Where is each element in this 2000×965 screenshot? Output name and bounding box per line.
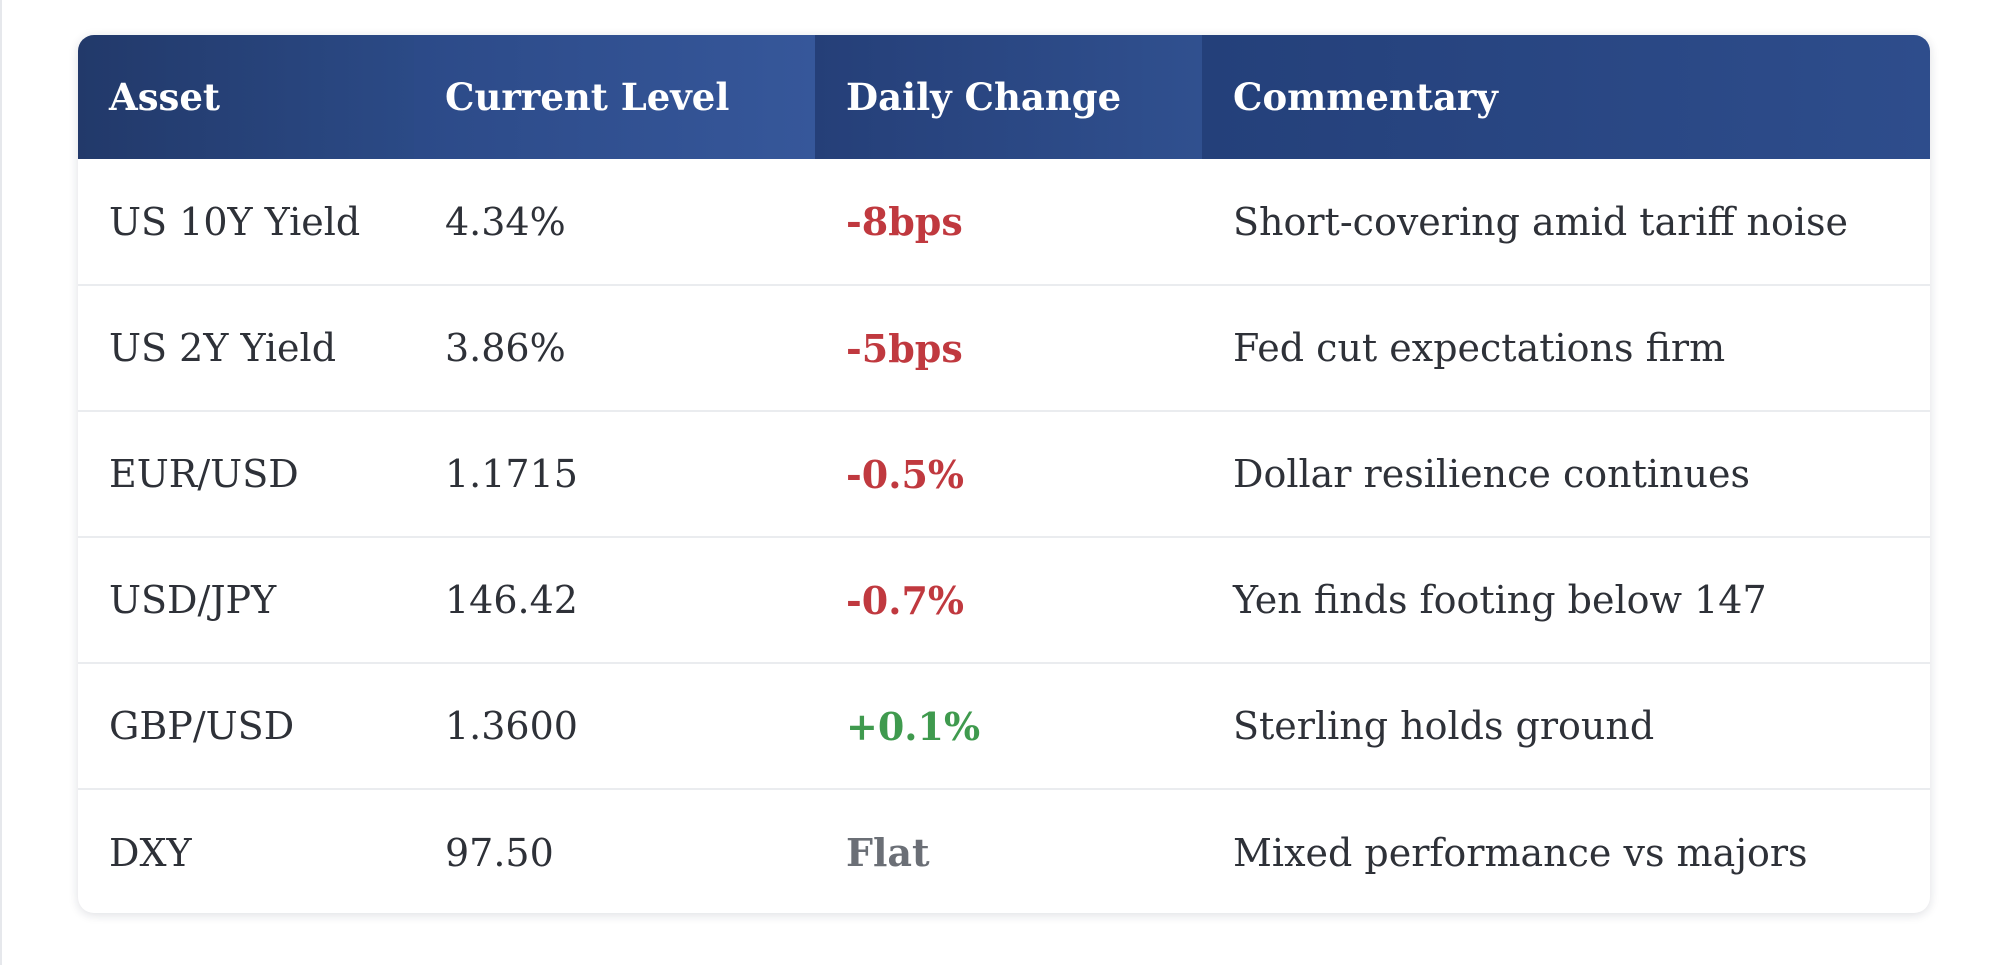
commentary-cell: Fed cut expectations firm <box>1202 284 1930 411</box>
change-cell: -0.7% <box>815 536 1202 663</box>
change-cell: +0.1% <box>815 662 1202 789</box>
level-cell: 146.42 <box>414 536 815 663</box>
header-daily-change: Daily Change <box>815 35 1202 159</box>
table-row: DXY 97.50 Flat Mixed performance vs majo… <box>78 788 1930 913</box>
header-row: Asset Current Level Daily Change Comment… <box>78 35 1930 159</box>
asset-cell: DXY <box>78 788 414 913</box>
market-summary-table-card: Asset Current Level Daily Change Comment… <box>78 35 1930 913</box>
table-header: Asset Current Level Daily Change Comment… <box>78 35 1930 159</box>
page-left-border <box>0 0 2 965</box>
table-row: USD/JPY 146.42 -0.7% Yen finds footing b… <box>78 536 1930 663</box>
asset-cell: US 2Y Yield <box>78 284 414 411</box>
table-row: US 2Y Yield 3.86% -5bps Fed cut expectat… <box>78 284 1930 411</box>
commentary-cell: Dollar resilience continues <box>1202 410 1930 537</box>
level-cell: 3.86% <box>414 284 815 411</box>
change-cell: -8bps <box>846 199 963 244</box>
asset-cell: USD/JPY <box>78 536 414 663</box>
header-commentary: Commentary <box>1202 35 1930 159</box>
level-cell: 97.50 <box>414 788 815 913</box>
header-asset: Asset <box>78 35 414 159</box>
change-cell: -5bps <box>815 284 1202 411</box>
level-cell: 1.1715 <box>414 410 815 537</box>
asset-cell: US 10Y Yield <box>109 199 361 244</box>
asset-cell: GBP/USD <box>78 662 414 789</box>
table-row: GBP/USD 1.3600 +0.1% Sterling holds grou… <box>78 662 1930 789</box>
table-row: EUR/USD 1.1715 -0.5% Dollar resilience c… <box>78 410 1930 537</box>
market-summary-table: Asset Current Level Daily Change Comment… <box>78 35 1930 913</box>
header-current-level: Current Level <box>414 35 815 159</box>
commentary-cell: Mixed performance vs majors <box>1202 788 1930 913</box>
asset-cell: EUR/USD <box>78 410 414 537</box>
commentary-cell: Yen finds footing below 147 <box>1202 536 1930 663</box>
table-body: US 10Y Yield 4.34% -8bps Short-covering … <box>78 159 1930 913</box>
change-cell: -0.5% <box>815 410 1202 537</box>
commentary-cell: Short-covering amid tariff noise <box>1233 199 1849 244</box>
table-row: US 10Y Yield 4.34% -8bps Short-covering … <box>78 159 1930 285</box>
level-cell: 1.3600 <box>414 662 815 789</box>
change-cell: Flat <box>815 788 1202 913</box>
commentary-cell: Sterling holds ground <box>1202 662 1930 789</box>
level-cell: 4.34% <box>445 199 566 244</box>
